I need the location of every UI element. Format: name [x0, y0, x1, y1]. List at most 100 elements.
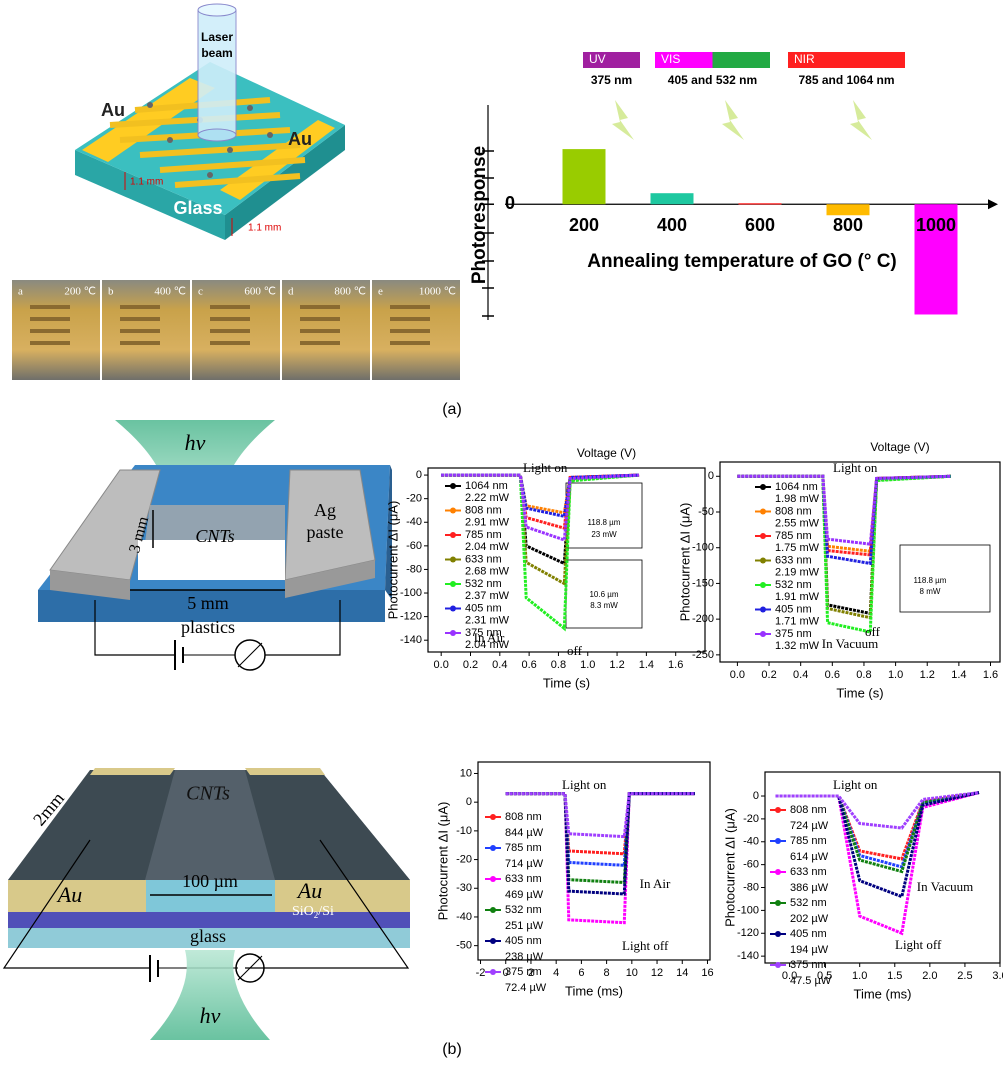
annotation: Light on — [523, 460, 568, 475]
photo-electrode — [390, 305, 430, 309]
y-tick-label: -150 — [692, 577, 714, 589]
x-tick-label: -2 — [476, 967, 486, 979]
legend-name: 785 nm — [775, 530, 812, 542]
legend-name: 405 nm — [790, 928, 827, 940]
x-tick-label: 14 — [676, 967, 688, 979]
bolts — [612, 100, 872, 140]
y-axis-label: Photocurrent ΔI (μA) — [435, 802, 450, 921]
y-tick-label: -20 — [456, 853, 472, 865]
legend-marker — [775, 900, 781, 906]
legend-power: 202 µW — [790, 913, 829, 925]
x-tick-label: 400 — [657, 215, 687, 235]
photo-electrode — [300, 341, 340, 345]
y-tick-label: -20 — [406, 493, 422, 505]
legend-name: 633 nm — [465, 553, 502, 565]
chart-title: Voltage (V) — [577, 446, 636, 460]
legend-marker — [760, 606, 766, 613]
x-tick-label: 0.0 — [434, 659, 449, 671]
y-tick-label: -40 — [406, 516, 422, 528]
legend-marker — [775, 931, 781, 937]
band-swatch — [712, 52, 770, 68]
x-tick-label: 0.2 — [463, 659, 478, 671]
x-tick-label: 800 — [833, 215, 863, 235]
bar — [826, 204, 870, 216]
x-tick-label: 0.5 — [817, 970, 832, 982]
y-axis-label: Photocurrent ΔI (μA) — [385, 501, 400, 620]
x-tick-label: 0.8 — [856, 669, 871, 681]
legend-name: 375 nm — [465, 627, 502, 639]
legend-marker — [450, 556, 456, 563]
label: Au — [288, 129, 312, 149]
legend-power: 1.91 mW — [775, 591, 820, 603]
series-line — [775, 791, 980, 830]
label: beam — [201, 46, 232, 60]
x-tick-label: 0.6 — [825, 669, 840, 681]
annotation: 8.3 mW — [590, 601, 618, 610]
legend-power: 1.71 mW — [775, 615, 820, 627]
x-axis-label: Time (ms) — [565, 983, 623, 998]
x-tick-label: 3.0 — [992, 970, 1003, 982]
annotation: Light on — [562, 777, 607, 792]
insets — [565, 482, 991, 629]
x-tick-label: 1.4 — [951, 669, 966, 681]
y-tick-label: -60 — [406, 540, 422, 552]
legend-name: 532 nm — [465, 578, 502, 590]
panel-label: (a) — [442, 401, 462, 418]
legend-marker — [760, 508, 766, 515]
legend-power: 1.32 mW — [775, 640, 820, 652]
x-tick-label: 0.8 — [551, 659, 566, 671]
x-tick-label: 10 — [626, 967, 638, 979]
y-tick-label: 0 — [416, 469, 422, 481]
y-tick-label: -140 — [737, 950, 759, 962]
band-name: UV — [589, 52, 606, 66]
legend-power: 1.98 mW — [775, 493, 820, 505]
x-tick-label: 4 — [553, 967, 559, 979]
legend-marker — [490, 969, 496, 975]
legend-marker — [760, 582, 766, 588]
y-tick-label: -120 — [400, 611, 422, 623]
label: hν — [200, 1003, 221, 1028]
series-line — [441, 473, 640, 542]
label: 1.1 mm — [130, 177, 163, 188]
y-tick-label: 0 — [708, 470, 714, 482]
y-axis-label: Photoresponse — [469, 146, 490, 284]
bar — [562, 149, 606, 205]
bar — [914, 204, 958, 315]
legend-power: 714 µW — [505, 858, 544, 870]
plot-frame — [477, 761, 711, 961]
annotation: 118.8 µm — [914, 576, 947, 585]
chart-title: Voltage (V) — [870, 440, 929, 454]
annotation: off — [865, 624, 881, 639]
legend-marker — [775, 869, 781, 875]
photo-strip: a 200 ℃ b 400 ℃ c 600 ℃ d 800 ℃ e 1000 ℃ — [12, 280, 460, 380]
legend-name: 405 nm — [465, 602, 502, 614]
photo-letter: a — [18, 286, 23, 298]
legend-power: 2.37 mW — [465, 590, 510, 602]
y-tick-label: 0 — [466, 796, 472, 808]
label: Laser — [201, 30, 233, 44]
photo-electrode — [210, 317, 250, 321]
x-tick-label: 600 — [745, 215, 775, 235]
photo-electrode — [390, 341, 430, 345]
label: 1.1 mm — [248, 223, 281, 234]
series-line — [737, 474, 952, 634]
x-tick-label: 1.0 — [888, 669, 903, 681]
legend-power: 2.31 mW — [465, 614, 510, 626]
legend-marker — [775, 807, 781, 813]
legend-marker — [490, 938, 496, 944]
plot-frame — [764, 771, 1001, 964]
photo-electrode — [210, 329, 250, 333]
y-tick-label: -100 — [400, 587, 422, 599]
annotation: 8 mW — [920, 587, 941, 596]
photo-temp: 1000 ℃ — [419, 286, 456, 298]
photo-temp: 200 ℃ — [64, 286, 96, 298]
y-tick-label: -250 — [692, 649, 714, 661]
x-axis-label: Time (ms) — [853, 986, 911, 1001]
x-tick-label: 1.5 — [887, 970, 902, 982]
label: CNTs — [195, 526, 234, 546]
legend-power: 1.75 mW — [775, 542, 820, 554]
y-tick-label: 10 — [460, 767, 472, 779]
label: CNTs — [186, 783, 230, 805]
y-tick-label: 0 — [505, 193, 515, 213]
